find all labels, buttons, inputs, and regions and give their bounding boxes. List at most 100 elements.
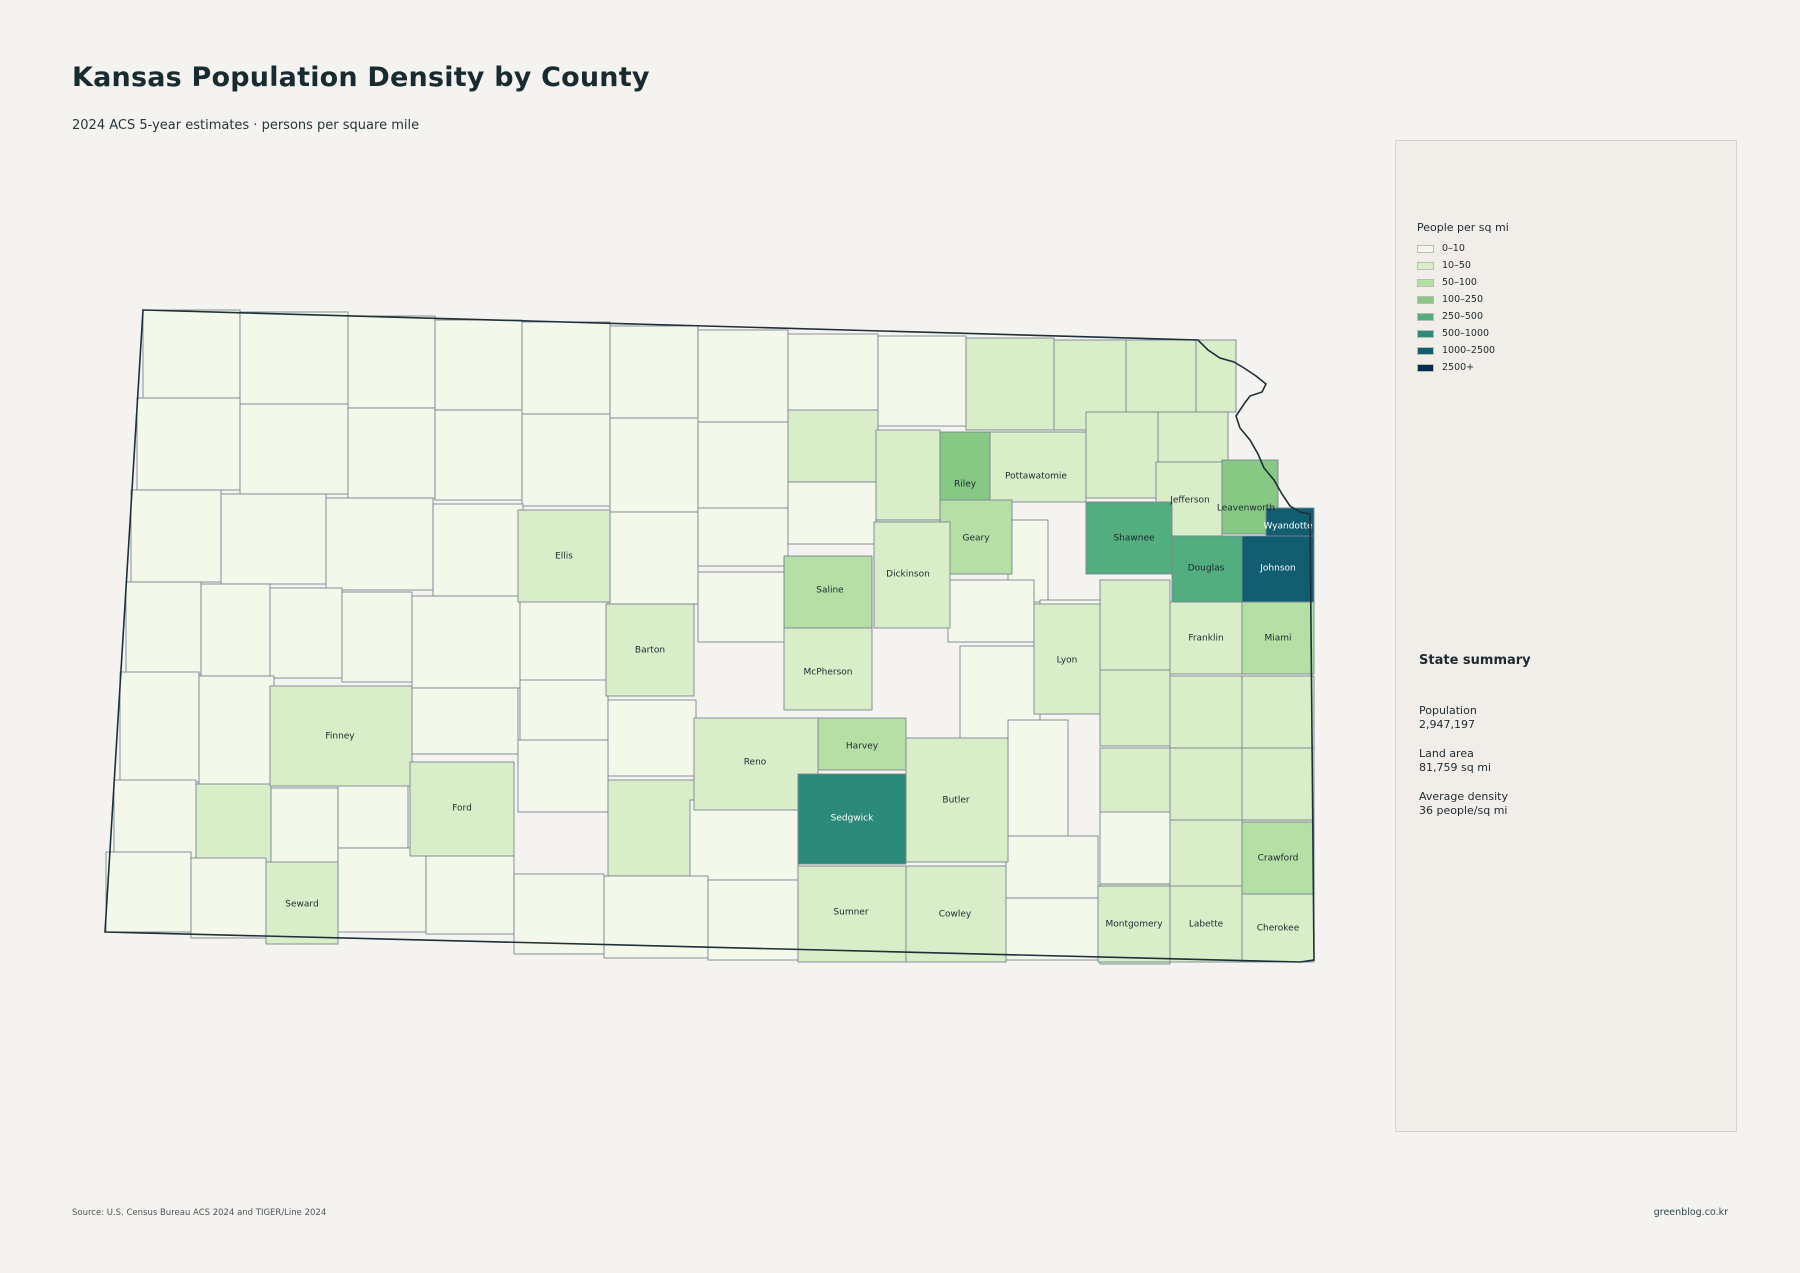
summary-heading: State summary bbox=[1419, 653, 1531, 668]
county-unlabeled bbox=[1125, 339, 1197, 413]
county-unlabeled bbox=[1099, 669, 1171, 747]
county-label: Dickinson bbox=[886, 570, 930, 580]
county-unlabeled bbox=[519, 679, 609, 751]
county-unlabeled bbox=[119, 671, 200, 783]
county-unlabeled bbox=[434, 319, 523, 411]
county-label: Butler bbox=[942, 796, 969, 806]
stat-land-area: Land area 81,759 sq mi bbox=[1419, 747, 1531, 775]
county-label: Reno bbox=[744, 758, 767, 768]
legend-item: 10–50 bbox=[1417, 257, 1509, 274]
county-label: Lyon bbox=[1057, 656, 1078, 666]
county-label: Cowley bbox=[939, 910, 972, 920]
county-label: Geary bbox=[962, 534, 990, 544]
county-unlabeled bbox=[1241, 747, 1315, 821]
county-unlabeled bbox=[689, 799, 799, 881]
credit-link[interactable]: greenblog.co.kr bbox=[1653, 1207, 1728, 1218]
county-unlabeled bbox=[200, 583, 271, 677]
county-unlabeled bbox=[787, 481, 877, 545]
county-label: Harvey bbox=[846, 742, 879, 752]
county-mcpherson bbox=[783, 627, 873, 711]
county-unlabeled bbox=[1099, 811, 1171, 885]
county-label: Labette bbox=[1189, 920, 1224, 930]
legend-item: 50–100 bbox=[1417, 274, 1509, 291]
county-labette bbox=[1169, 885, 1243, 963]
county-unlabeled bbox=[411, 595, 521, 689]
county-seward bbox=[265, 861, 339, 945]
stat-label: Average density bbox=[1419, 790, 1508, 803]
stat-average-density: Average density 36 people/sq mi bbox=[1419, 790, 1531, 818]
county-dickinson bbox=[873, 521, 951, 629]
county-unlabeled bbox=[1007, 719, 1069, 837]
map-subtitle: 2024 ACS 5-year estimates · persons per … bbox=[72, 118, 420, 133]
county-label: Miami bbox=[1264, 634, 1291, 644]
county-label: Cherokee bbox=[1257, 924, 1300, 934]
county-unlabeled bbox=[347, 407, 436, 499]
county-unlabeled bbox=[239, 403, 349, 495]
county-miami bbox=[1241, 601, 1315, 675]
county-sedgwick bbox=[797, 773, 907, 865]
legend-label: 10–50 bbox=[1442, 260, 1471, 271]
county-reno bbox=[693, 717, 819, 811]
legend-title: People per sq mi bbox=[1417, 221, 1509, 234]
county-label: Jefferson bbox=[1169, 496, 1210, 506]
county-label: Ford bbox=[452, 804, 472, 814]
legend-label: 1000–2500 bbox=[1442, 345, 1496, 356]
county-unlabeled bbox=[136, 397, 241, 491]
county-saline bbox=[783, 555, 873, 629]
legend-swatch bbox=[1417, 363, 1434, 372]
legend-items: 0–10 10–50 50–100 100–250 250–500 500–1000 100… bbox=[1417, 240, 1509, 376]
county-unlabeled bbox=[875, 429, 941, 521]
county-unlabeled bbox=[787, 409, 879, 483]
legend-item: 0–10 bbox=[1417, 240, 1509, 257]
county-unlabeled bbox=[697, 329, 789, 423]
county-label: Johnson bbox=[1259, 564, 1295, 574]
legend-swatch bbox=[1417, 244, 1434, 253]
stat-value: 36 people/sq mi bbox=[1419, 804, 1508, 817]
county-unlabeled bbox=[519, 599, 609, 685]
county-label: Shawnee bbox=[1113, 534, 1155, 544]
county-label: Sedgwick bbox=[831, 814, 874, 824]
county-unlabeled bbox=[513, 873, 605, 955]
county-label: Sumner bbox=[833, 908, 868, 918]
county-unlabeled bbox=[607, 699, 697, 777]
county-unlabeled bbox=[1195, 339, 1237, 413]
stat-population: Population 2,947,197 bbox=[1419, 704, 1531, 732]
county-unlabeled bbox=[341, 591, 413, 683]
county-label: Finney bbox=[325, 732, 355, 742]
legend-item: 1000–2500 bbox=[1417, 342, 1509, 359]
legend-label: 100–250 bbox=[1442, 294, 1484, 305]
county-finney bbox=[269, 685, 413, 787]
county-cowley bbox=[905, 865, 1007, 963]
county-unlabeled bbox=[105, 851, 192, 933]
county-label: Ellis bbox=[555, 552, 573, 562]
county-label: Crawford bbox=[1258, 854, 1299, 864]
county-ford bbox=[409, 761, 515, 857]
county-label: Wyandotte bbox=[1263, 522, 1313, 532]
source-note: Source: U.S. Census Bureau ACS 2024 and … bbox=[72, 1208, 327, 1218]
legend-swatch bbox=[1417, 261, 1434, 270]
legend-item: 500–1000 bbox=[1417, 325, 1509, 342]
kansas-county-map: Riley Pottawatomie Jefferson Leavenworth Wya… bbox=[104, 309, 1315, 965]
legend-label: 2500+ bbox=[1442, 362, 1475, 373]
county-barton bbox=[605, 603, 695, 697]
county-unlabeled bbox=[521, 413, 611, 507]
legend: People per sq mi 0–10 10–50 50–100 100–250 2… bbox=[1417, 221, 1509, 376]
legend-item: 2500+ bbox=[1417, 359, 1509, 376]
county-geary bbox=[939, 499, 1013, 575]
legend-label: 50–100 bbox=[1442, 277, 1477, 288]
county-unlabeled bbox=[521, 321, 611, 415]
county-unlabeled bbox=[1099, 579, 1171, 671]
map-title: Kansas Population Density by County bbox=[72, 62, 650, 93]
county-unlabeled bbox=[347, 315, 436, 409]
county-unlabeled bbox=[411, 687, 519, 755]
county-unlabeled bbox=[434, 409, 523, 501]
county-unlabeled bbox=[142, 309, 241, 399]
county-unlabeled bbox=[1169, 819, 1243, 891]
legend-item: 250–500 bbox=[1417, 308, 1509, 325]
county-label: Douglas bbox=[1188, 564, 1225, 574]
county-douglas bbox=[1171, 535, 1243, 603]
county-unlabeled bbox=[325, 497, 434, 591]
county-unlabeled bbox=[609, 417, 699, 513]
legend-label: 250–500 bbox=[1442, 311, 1484, 322]
stat-label: Population bbox=[1419, 704, 1477, 717]
